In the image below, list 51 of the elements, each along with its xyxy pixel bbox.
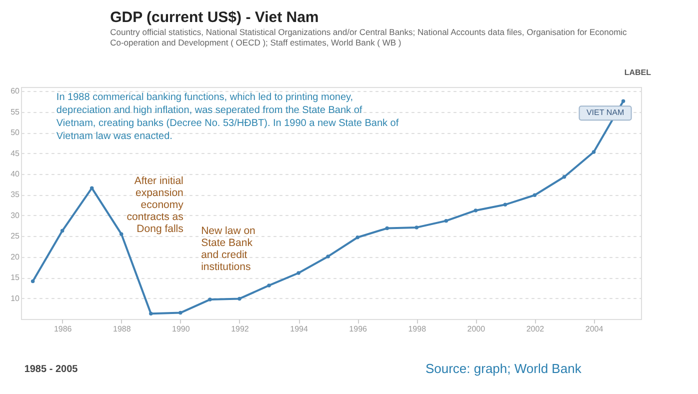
point [120, 232, 124, 236]
point [238, 296, 242, 301]
point [90, 186, 94, 190]
x-tick-label: 1996 [349, 324, 368, 334]
point [503, 202, 508, 207]
point [444, 218, 448, 223]
x-tick-label: 1986 [54, 324, 72, 334]
point [621, 99, 626, 103]
y-tick-label: 50 [10, 128, 20, 138]
point [326, 254, 330, 258]
annotation: New law on State Bank and credit institutions [201, 224, 256, 273]
chart-subtitle: Country official statistics, National Statistical Organizations and/or Central Banks; National Accounts data files, Organisation for Economic Co-operation and Development ( OECD ); Staff estimates, World Bank ( WB ) [110, 27, 628, 48]
point [474, 208, 478, 212]
y-tick-label: 60 [10, 86, 20, 96]
y-tick-label: 30 [10, 210, 20, 220]
point [296, 271, 300, 275]
x-tick-label: 1998 [408, 324, 427, 334]
y-tick-label: 35 [10, 190, 20, 200]
x-tick-label: 1988 [112, 324, 132, 334]
annotation: In 1988 commerical banking functions, which led to printing money, depreciation and high inflation, was seperated from the State Bank of Vietnam, creating banks (Decree No. 53/HĐBT). In 1990 a new State Bank of Vietnam law was enacted. [56, 92, 399, 142]
point [592, 150, 596, 154]
x-tick-label: 1990 [172, 324, 190, 334]
point [60, 228, 64, 233]
y-tick-label: 45 [10, 148, 20, 158]
point [208, 298, 212, 302]
source-note: Source: graph; World Bank [425, 361, 582, 376]
x-tick-label: 2002 [526, 324, 545, 334]
point [532, 193, 537, 197]
point [562, 175, 566, 179]
x-tick-label: 2000 [467, 324, 486, 334]
y-tick-label: 20 [10, 252, 20, 262]
point [414, 226, 418, 230]
x-tick-label: 1994 [290, 324, 308, 334]
x-tick-label: 1992 [231, 324, 250, 334]
chart-title: GDP (current US$) - Viet Nam [110, 9, 319, 26]
point [267, 284, 271, 288]
y-tick-label: 40 [10, 170, 20, 178]
series-label: VIET NAM [586, 108, 624, 118]
point [385, 226, 389, 230]
annotation: After initial expansion economy contracts as Dong falls [126, 175, 184, 236]
y-tick-label: 15 [10, 273, 20, 282]
y-tick-label: 25 [10, 232, 20, 241]
y-tick-label: 10 [10, 294, 20, 303]
point [149, 312, 153, 316]
point [356, 236, 360, 240]
point [30, 279, 35, 284]
y-tick-label: 55 [10, 107, 20, 116]
x-tick-label: 2004 [585, 324, 604, 334]
text: 1985 - 2005 [24, 364, 78, 375]
text: LABEL [624, 68, 652, 77]
point [178, 310, 182, 315]
